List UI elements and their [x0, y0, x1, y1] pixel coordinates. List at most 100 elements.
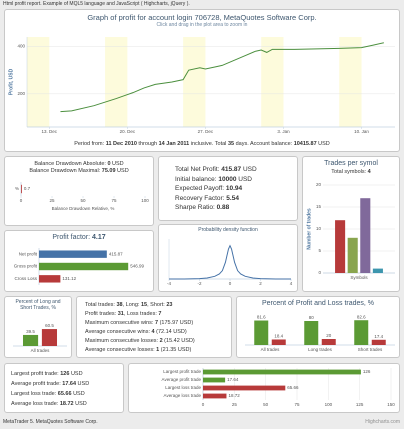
value: 23	[166, 302, 173, 308]
label: USD	[76, 381, 90, 387]
label: (15.42 USD)	[162, 338, 195, 344]
value: 415.87	[221, 166, 242, 173]
y-tick-label: 10	[316, 226, 322, 231]
x-tick-label: 75	[111, 198, 117, 203]
value: 7	[155, 320, 159, 326]
plot-band	[105, 37, 128, 127]
x-tick-label: 25	[49, 198, 55, 203]
category-label: Largest profit trade	[163, 369, 201, 374]
x-tick-label: 100	[325, 402, 333, 407]
y-axis-label: Number of trades	[306, 208, 312, 250]
line: Largest profit trade: 126 USD	[11, 369, 89, 379]
line: Total Net Profit: 415.87 USD	[175, 165, 257, 175]
label: , Short:	[147, 302, 167, 308]
symbols-panel: Trades per symol Total symbols: 4 0 5 10 15…	[302, 156, 400, 292]
plot-band	[261, 37, 284, 127]
value: 4	[151, 329, 155, 335]
x-tick-label: 2	[259, 281, 262, 286]
label: (175.97 USD)	[158, 320, 194, 326]
value: 10415.87	[293, 141, 317, 147]
bar	[372, 268, 383, 273]
data-label: 546.99	[130, 264, 144, 269]
data-label: 82.6	[357, 314, 366, 319]
bar	[39, 250, 107, 258]
footer-right: Highcharts.com	[365, 419, 400, 425]
bar	[41, 329, 58, 346]
data-label: 415.87	[109, 251, 123, 256]
value: 38	[116, 302, 123, 308]
label: Total symbols:	[331, 169, 368, 175]
chart-title: Percent of Profit and Loss trades, %	[261, 300, 375, 307]
y-tick-label: 200	[17, 91, 25, 96]
y-tick-label: 0	[318, 270, 321, 275]
value: 0	[107, 161, 111, 167]
x-tick-label: 10. Jan	[354, 129, 369, 134]
label: Profit factor:	[52, 234, 93, 241]
x-tick-label: 27. Dec	[198, 129, 214, 134]
label: Average consecutive losses:	[85, 347, 157, 353]
value: 75.09	[101, 168, 116, 174]
value: 126	[60, 371, 70, 377]
line: Total trades: 38, Long: 15, Short: 23	[85, 301, 195, 310]
label: Largest profit trade:	[11, 371, 61, 377]
line: Initial balance: 10000 USD	[175, 175, 257, 185]
label: USD	[316, 141, 330, 147]
label: USD	[71, 391, 85, 397]
y-tick-label: 400	[17, 44, 25, 49]
y-tick-label: 5	[318, 248, 321, 253]
label: Sharpe Ratio:	[175, 204, 217, 211]
bar	[271, 339, 286, 345]
line: Maximum consecutive wins: 7 (175.97 USD)	[85, 319, 195, 328]
category-label: Net profit	[19, 251, 38, 256]
bar	[22, 334, 39, 346]
line: Profit trades: 31, Loss trades: 7	[85, 310, 195, 319]
chart-title: Probability density function	[198, 227, 258, 233]
x-tick-label: 20. Dec	[120, 129, 136, 134]
label: Balance Drawdown Absolute:	[34, 161, 108, 167]
label: USD	[236, 175, 252, 183]
x-tick-label: 25	[232, 402, 238, 407]
bar	[360, 198, 371, 273]
profit-panel: Graph of profit for account login 706728…	[4, 9, 400, 152]
largest-chart-panel: 0 25 50 75 100 125 150 Largest profit trade 126 A…	[128, 363, 400, 413]
label: USD	[241, 166, 257, 173]
x-tick-label: -4	[167, 281, 171, 286]
data-label: 18.4	[274, 334, 283, 339]
data-label: 18.72	[228, 393, 240, 398]
label: USD	[110, 161, 124, 167]
value: 1	[156, 347, 160, 353]
line: Sharpe Ratio: 0.88	[175, 203, 257, 213]
data-label: 60.5	[45, 323, 54, 328]
profit-loss-panel: Percent of Profit and Loss trades, % All…	[236, 296, 400, 358]
label: through	[136, 141, 159, 147]
category-label: All trades	[31, 348, 51, 353]
label: Total trades:	[85, 302, 117, 308]
data-label: 0.7	[24, 186, 31, 191]
line: Recovery Factor: 5.54	[175, 194, 257, 204]
data-label: 80	[309, 315, 315, 320]
category-label: %	[15, 186, 19, 191]
value: 7	[158, 311, 162, 317]
data-label: 39.5	[26, 329, 35, 334]
x-tick-label: 13. Dec	[42, 129, 58, 134]
x-tick-label: 4	[290, 281, 293, 286]
bar	[39, 275, 61, 283]
line: Average consecutive losses: 1 (21.35 USD…	[85, 346, 195, 355]
bar	[321, 339, 336, 345]
largest-chart: 0 25 50 75 100 125 150 Largest profit trade 126 A…	[162, 368, 395, 407]
value: 0.88	[216, 204, 230, 211]
label: Profit trades:	[85, 311, 118, 317]
category-label: Short trades	[358, 347, 383, 352]
data-label: 20	[326, 333, 332, 338]
label: Largest loss trade:	[11, 391, 58, 397]
profit-factor-panel: Profit factor: 4.17 Net profit 415.87 Gros…	[4, 230, 154, 292]
value: 10.94	[225, 185, 243, 192]
x-tick-label: 3. Jan	[277, 129, 290, 134]
value: 4.17	[92, 234, 106, 241]
chart-subtitle: Click and drag in the plot area to zoom …	[156, 22, 248, 28]
largest-text: Largest profit trade: 126 USD Average pr…	[11, 369, 89, 409]
value: 15	[140, 302, 148, 308]
x-tick-label: 50	[80, 198, 86, 203]
category-label: Average loss trade	[164, 393, 202, 398]
